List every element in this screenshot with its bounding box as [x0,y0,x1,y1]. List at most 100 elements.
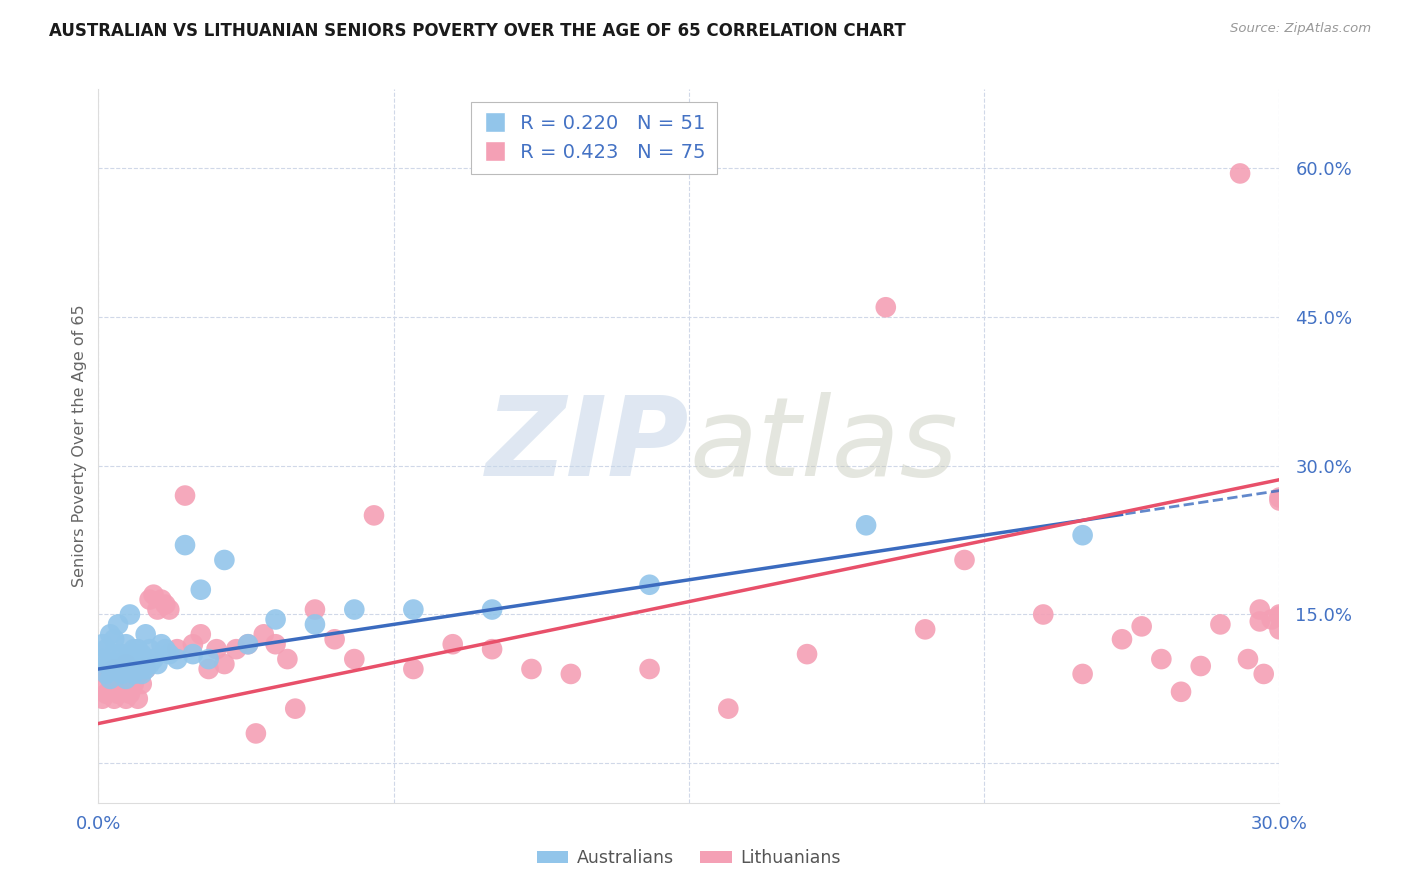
Point [103,691,125,706]
Point [205,642,228,657]
Point [304,602,326,616]
Point [96,667,118,681]
Point [150,637,173,651]
Point [138,642,160,657]
Point [1150,652,1173,666]
Point [1071,667,1094,681]
Point [127,691,149,706]
Point [98,672,121,686]
Point [118,667,141,681]
Point [115,691,138,706]
Point [111,667,134,681]
Point [363,508,385,523]
Legend:  R = 0.220   N = 51,  R = 0.423   N = 75: R = 0.220 N = 51, R = 0.423 N = 75 [471,103,717,174]
Point [96,657,118,671]
Point [131,667,153,681]
Text: AUSTRALIAN VS LITHUANIAN SENIORS POVERTY OVER THE AGE OF 65 CORRELATION CHART: AUSTRALIAN VS LITHUANIAN SENIORS POVERTY… [49,22,905,40]
Point [343,602,366,616]
Point [135,662,157,676]
Point [107,657,129,671]
Point [481,642,503,657]
Point [1189,659,1212,673]
Point [304,617,326,632]
Point [157,602,180,616]
Point [150,592,173,607]
Point [1260,612,1282,626]
Point [103,662,125,676]
Point [166,642,188,657]
Point [103,632,125,647]
Text: atlas: atlas [689,392,957,500]
Point [142,652,165,666]
Point [284,701,307,715]
Point [402,662,425,676]
Point [236,637,259,651]
Point [481,602,503,616]
Point [138,657,160,671]
Point [197,652,219,666]
Point [115,637,138,651]
Y-axis label: Seniors Poverty Over the Age of 65: Seniors Poverty Over the Age of 65 [72,305,87,587]
Point [98,657,121,671]
Point [796,647,818,661]
Point [122,642,145,657]
Point [1209,617,1232,632]
Point [560,667,582,681]
Point [118,687,141,701]
Point [111,681,134,696]
Point [1071,528,1094,542]
Point [157,647,180,661]
Point [96,642,118,657]
Point [1237,652,1260,666]
Point [1268,493,1291,508]
Point [118,662,141,676]
Point [146,602,169,616]
Point [98,672,121,686]
Point [174,538,197,552]
Text: ZIP: ZIP [485,392,689,500]
Point [402,602,425,616]
Point [103,662,125,676]
Point [197,662,219,676]
Point [1249,615,1271,629]
Point [96,667,118,681]
Point [135,627,157,641]
Point [1229,166,1251,180]
Point [98,627,121,641]
Point [115,672,138,686]
Point [107,687,129,701]
Point [638,578,661,592]
Point [914,623,936,637]
Point [107,672,129,686]
Point [91,637,114,651]
Point [107,662,129,676]
Point [135,662,157,676]
Point [91,652,114,666]
Point [855,518,877,533]
Point [717,701,740,715]
Point [190,582,212,597]
Point [214,553,236,567]
Point [131,647,153,661]
Point [111,647,134,661]
Point [520,662,543,676]
Point [127,642,149,657]
Point [122,677,145,691]
Point [98,681,121,696]
Point [155,642,177,657]
Point [276,652,298,666]
Point [127,662,149,676]
Point [1170,685,1192,699]
Legend: Australians, Lithuanians: Australians, Lithuanians [530,843,848,874]
Point [264,612,287,626]
Point [166,652,188,666]
Point [146,657,169,671]
Point [875,300,897,314]
Point [181,647,204,661]
Point [1268,607,1291,622]
Point [127,667,149,681]
Point [96,687,118,701]
Point [138,592,160,607]
Point [1130,619,1153,633]
Point [1268,623,1291,637]
